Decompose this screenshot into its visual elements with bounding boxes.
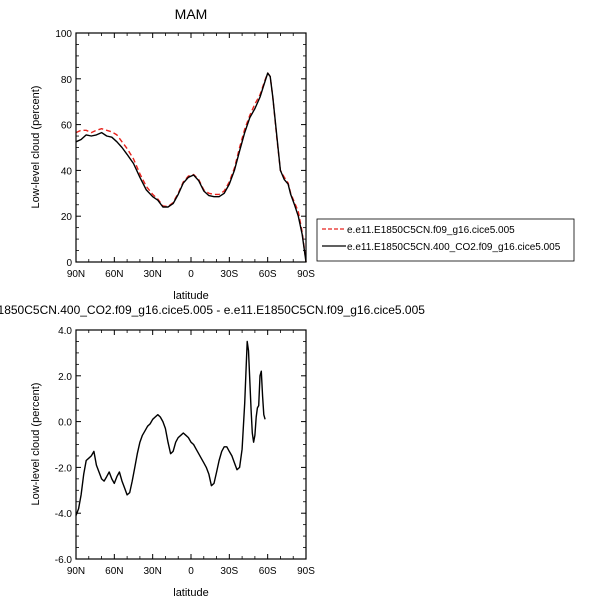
bottom-ytick-label: 4.0 (58, 326, 72, 337)
bottom-ytick-label: -4.0 (55, 509, 73, 520)
top-chart: MAM Low-level cloud (percent) latitude 0… (30, 6, 315, 302)
bottom-chart-title: e.e11.E1850C5CN.400_CO2.f09_g16.cice5.00… (0, 303, 425, 317)
top-ytick-label: 40 (61, 166, 73, 177)
bottom-xtick-label: 30N (143, 566, 161, 577)
legend-label-co2: e.e11.E1850C5CN.400_CO2.f09_g16.cice5.00… (347, 242, 561, 253)
top-series-line-0 (75, 72, 307, 263)
bottom-xtick-label: 0 (188, 566, 194, 577)
bottom-chart-xlabel: latitude (173, 587, 208, 599)
bottom-series-line-0 (75, 340, 266, 516)
top-chart-ylabel: Low-level cloud (percent) (30, 86, 42, 209)
top-series-line-1 (75, 72, 307, 263)
bottom-xtick-label: 30S (220, 566, 238, 577)
top-xtick-label: 0 (188, 269, 194, 280)
top-ytick-label: 0 (66, 258, 72, 269)
top-chart-title: MAM (175, 6, 208, 22)
bottom-xtick-label: 90N (67, 566, 85, 577)
top-xtick-label: 90N (67, 269, 85, 280)
top-xtick-label: 30N (143, 269, 161, 280)
top-xtick-label: 60N (105, 269, 123, 280)
bottom-chart: e.e11.E1850C5CN.400_CO2.f09_g16.cice5.00… (0, 303, 425, 599)
legend: e.e11.E1850C5CN.f09_g16.cice5.005 e.e11.… (316, 218, 575, 262)
top-ytick-label: 100 (55, 29, 72, 40)
top-ytick-label: 20 (61, 212, 73, 223)
top-ytick-label: 80 (61, 75, 73, 86)
bottom-ytick-label: -6.0 (55, 555, 73, 566)
bottom-xtick-label: 90S (297, 566, 315, 577)
top-xtick-label: 30S (220, 269, 238, 280)
top-chart-xlabel: latitude (173, 290, 208, 302)
bottom-xtick-label: 60S (259, 566, 277, 577)
bottom-ytick-label: -2.0 (55, 463, 73, 474)
bottom-plot-frame (75, 329, 307, 560)
bottom-xtick-label: 60N (105, 566, 123, 577)
top-xtick-label: 90S (297, 269, 315, 280)
top-ytick-label: 60 (61, 121, 73, 132)
bottom-chart-ylabel: Low-level cloud (percent) (30, 383, 42, 506)
bottom-ytick-label: 0.0 (58, 418, 72, 429)
bottom-ytick-label: 2.0 (58, 372, 72, 383)
top-plot-frame (75, 32, 307, 263)
top-xtick-label: 60S (259, 269, 277, 280)
legend-box (316, 218, 575, 262)
legend-label-control: e.e11.E1850C5CN.f09_g16.cice5.005 (347, 225, 515, 236)
